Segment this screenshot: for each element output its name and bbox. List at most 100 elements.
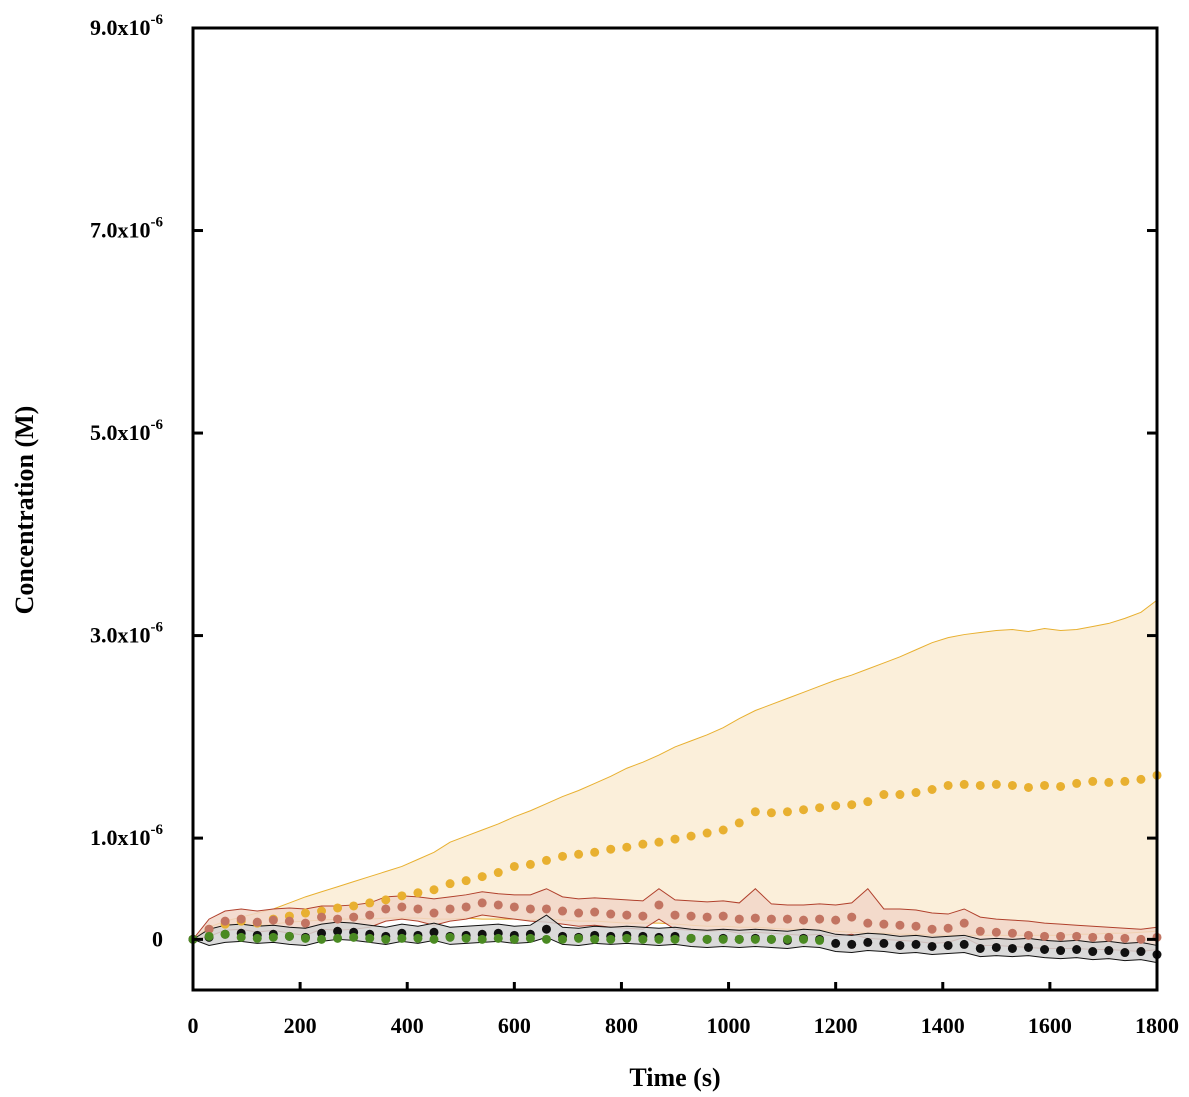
data-point — [493, 868, 503, 878]
data-point — [445, 879, 455, 889]
data-point — [734, 914, 744, 924]
data-point — [574, 908, 584, 918]
data-point — [702, 828, 712, 838]
data-point — [1120, 933, 1130, 943]
data-point — [975, 926, 985, 936]
data-point — [220, 916, 230, 926]
data-point — [429, 934, 439, 944]
x-tick-label: 800 — [605, 1013, 638, 1038]
data-point — [333, 933, 343, 943]
data-point — [911, 921, 921, 931]
data-point — [381, 934, 391, 944]
y-tick-label: 3.0x10-6 — [90, 620, 163, 648]
data-point — [815, 803, 825, 813]
data-point — [541, 924, 551, 934]
x-tick-label: 600 — [498, 1013, 531, 1038]
data-point — [333, 914, 343, 924]
data-point — [493, 900, 503, 910]
data-point — [445, 932, 455, 942]
data-point — [1040, 931, 1050, 941]
data-point — [782, 807, 792, 817]
band-upper-edge — [192, 599, 1158, 940]
data-point — [365, 898, 375, 908]
data-point — [943, 940, 953, 950]
data-point — [831, 801, 841, 811]
data-point — [541, 904, 551, 914]
data-point — [1072, 931, 1082, 941]
data-point — [975, 943, 985, 953]
data-point — [541, 855, 551, 865]
data-point — [895, 790, 905, 800]
data-point — [879, 919, 889, 929]
data-point — [991, 779, 1001, 789]
data-point — [1056, 946, 1066, 956]
data-point — [381, 895, 391, 905]
data-point — [1072, 944, 1082, 954]
data-point — [991, 927, 1001, 937]
data-point — [1040, 780, 1050, 790]
data-point — [204, 931, 214, 941]
data-point — [959, 918, 969, 928]
data-point — [670, 934, 680, 944]
data-point — [477, 872, 487, 882]
data-point — [574, 933, 584, 943]
data-point — [927, 784, 937, 794]
data-point — [815, 914, 825, 924]
data-point — [509, 934, 519, 944]
data-point — [799, 934, 809, 944]
data-point — [300, 918, 310, 928]
data-point — [831, 915, 841, 925]
data-point — [284, 931, 294, 941]
data-point — [1104, 946, 1114, 956]
data-point — [766, 914, 776, 924]
data-point — [927, 924, 937, 934]
data-point — [702, 934, 712, 944]
data-point — [365, 933, 375, 943]
data-point — [397, 902, 407, 912]
data-point — [461, 876, 471, 886]
data-point — [574, 849, 584, 859]
data-point — [927, 941, 937, 951]
y-tick-label: 9.0x10-6 — [90, 12, 163, 40]
data-point — [1088, 776, 1098, 786]
data-point — [413, 904, 423, 914]
plot-frame — [191, 26, 1159, 992]
data-point — [686, 831, 696, 841]
data-point — [236, 914, 246, 924]
data-point — [638, 839, 648, 849]
data-point — [799, 805, 809, 815]
data-point — [541, 934, 551, 944]
y-tick-label: 7.0x10-6 — [90, 215, 163, 243]
data-point — [461, 933, 471, 943]
data-point — [317, 912, 327, 922]
data-point — [606, 934, 616, 944]
data-point — [493, 933, 503, 943]
data-point — [943, 923, 953, 933]
data-point — [879, 790, 889, 800]
data-point — [1056, 781, 1066, 791]
data-point — [895, 920, 905, 930]
data-point — [734, 934, 744, 944]
data-point — [782, 914, 792, 924]
y-tick-label: 5.0x10-6 — [90, 417, 163, 445]
data-point — [397, 933, 407, 943]
data-point — [750, 913, 760, 923]
data-point — [750, 807, 760, 817]
data-point — [590, 847, 600, 857]
data-point — [606, 909, 616, 919]
y-tick-label: 1.0x10-6 — [90, 823, 163, 851]
data-point — [1136, 947, 1146, 957]
data-point — [1104, 777, 1114, 787]
data-point — [622, 910, 632, 920]
data-point — [654, 837, 664, 847]
data-point — [1023, 782, 1033, 792]
data-point — [799, 915, 809, 925]
data-point — [397, 891, 407, 901]
data-point — [606, 844, 616, 854]
data-point — [317, 934, 327, 944]
band-upper-edge — [192, 914, 1158, 946]
data-point — [349, 901, 359, 911]
data-point — [333, 903, 343, 913]
